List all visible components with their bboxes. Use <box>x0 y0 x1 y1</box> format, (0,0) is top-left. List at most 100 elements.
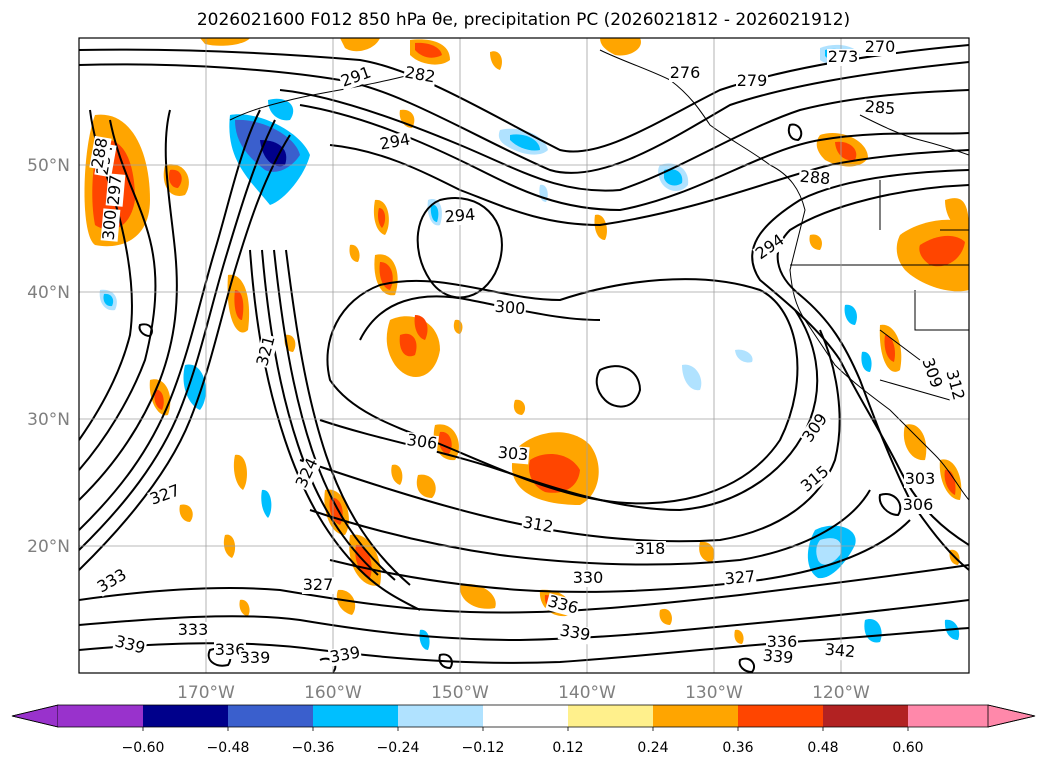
contour-label-bg <box>402 64 438 87</box>
contour-label-bg <box>89 135 112 171</box>
contour-label-bg <box>918 355 945 392</box>
lon-label: 150°W <box>431 683 489 703</box>
colorbar-cell <box>653 705 738 727</box>
contour-label: 306 <box>903 495 934 514</box>
contour-label-bg <box>799 410 832 447</box>
contour-label: 336 <box>215 640 246 659</box>
lon-label: 140°W <box>558 683 616 703</box>
contour-label-bg <box>864 39 896 56</box>
contour-label-bg <box>493 298 527 319</box>
colorbar-tick-label: 0.36 <box>722 740 753 756</box>
contour-label-bg <box>177 622 209 639</box>
contour-label: 339 <box>240 648 271 667</box>
colorbar-cell <box>568 705 653 727</box>
colorbar-cell <box>823 705 908 727</box>
contour-label-bg <box>239 650 271 667</box>
colorbar-outline <box>11 704 1036 728</box>
contour-label-bg <box>942 367 967 403</box>
contour-label-bg <box>797 462 834 497</box>
contour-label-bg <box>557 622 593 645</box>
lon-label: 120°W <box>812 683 870 703</box>
contour-label-bg <box>766 634 798 651</box>
contour-label-bg <box>634 541 666 558</box>
contour-label-bg <box>761 647 795 668</box>
colorbar-cell <box>58 705 143 727</box>
contour-label: 270 <box>865 37 896 56</box>
contour-label: 327 <box>724 567 756 589</box>
colorbar-cell <box>313 705 398 727</box>
colorbar-cell <box>398 705 483 727</box>
colorbar-cell <box>228 705 313 727</box>
contour-label: 285 <box>864 97 896 119</box>
contour-label: 294 <box>444 205 476 227</box>
map-title: 2026021600 F012 850 hPa θe, precipitatio… <box>196 10 851 30</box>
contour-label: 303 <box>905 469 936 488</box>
contour-label-bg <box>736 73 768 90</box>
contour-label-bg <box>302 577 334 594</box>
graticule <box>79 38 969 673</box>
colorbar: −0.60 −0.48 −0.36 −0.24 −0.12 0.12 0.24 0.36 0.4… <box>11 704 1036 756</box>
contour-label-bg <box>496 444 530 465</box>
contour-label-bg <box>254 333 279 369</box>
contour-label: 273 <box>828 47 859 66</box>
colorbar-cell <box>908 705 988 727</box>
colorbar-cell <box>143 705 228 727</box>
contour-label-bg <box>292 455 322 492</box>
contour-label-bg <box>723 568 757 589</box>
contour-label-bg <box>902 497 934 514</box>
contour-label-bg <box>545 593 581 618</box>
colorbar-tick-label: −0.48 <box>207 740 250 756</box>
colorbar-tick-label: −0.60 <box>122 740 165 756</box>
contour-label: 288 <box>799 167 831 189</box>
contour-label: 306 <box>406 430 439 453</box>
colorbar-tick-label: 0.48 <box>807 740 838 756</box>
contour-label: 276 <box>670 63 701 82</box>
contour-label-bg <box>752 231 789 264</box>
colorbar-extend-high <box>987 704 1036 728</box>
contour-label-bg <box>572 570 604 587</box>
lon-label: 160°W <box>304 683 362 703</box>
contour-label-bg <box>520 514 556 537</box>
contour-label-bg <box>669 65 701 82</box>
contour-label: 318 <box>635 539 666 558</box>
contour-label-bg <box>863 98 897 119</box>
colorbar-tick-label: −0.36 <box>292 740 335 756</box>
contour-label: 336 <box>767 632 798 651</box>
colorbar-cell <box>483 705 568 727</box>
lat-label: 50°N <box>27 156 70 176</box>
contour-label-bg <box>904 471 936 488</box>
contour-label-bg <box>100 208 121 242</box>
contour-label-bg <box>377 131 413 154</box>
contour-label: 333 <box>178 620 209 639</box>
colorbar-tick-label: 0.12 <box>552 740 583 756</box>
colorbar-tick-label: 0.60 <box>892 740 923 756</box>
theta-e-contours <box>79 44 969 673</box>
contour-label: 300 <box>494 297 526 319</box>
contour-label-bg <box>823 641 857 662</box>
colorbar-extend-low <box>11 704 59 728</box>
contour-label-bg <box>404 431 439 454</box>
contour-label-bg <box>147 482 184 509</box>
lon-label: 130°W <box>685 683 743 703</box>
contour-label: 303 <box>497 443 529 465</box>
colorbar-cell <box>738 705 823 727</box>
contour-label: 342 <box>824 640 856 662</box>
contour-label: 330 <box>573 568 604 587</box>
contour-label-bg <box>827 49 859 66</box>
map-frame <box>78 37 970 674</box>
contour-label-bg <box>105 173 126 207</box>
contour-label-bg <box>214 642 246 659</box>
contour-label-bg <box>112 633 148 658</box>
lon-label: 170°W <box>177 683 235 703</box>
contour-label-bg <box>338 64 375 91</box>
contour-label: 297 <box>104 174 126 206</box>
lat-label: 30°N <box>27 410 70 430</box>
colorbar-tick-label: 0.24 <box>637 740 668 756</box>
colorbar-tick-label: −0.24 <box>377 740 420 756</box>
contour-label: 279 <box>737 71 768 90</box>
contour-label: 339 <box>762 646 794 668</box>
contour-label-bg <box>798 168 832 189</box>
contour-label: 300 <box>99 209 121 241</box>
colorbar-tick-label: −0.12 <box>462 740 505 756</box>
contour-label-bg <box>443 206 477 227</box>
